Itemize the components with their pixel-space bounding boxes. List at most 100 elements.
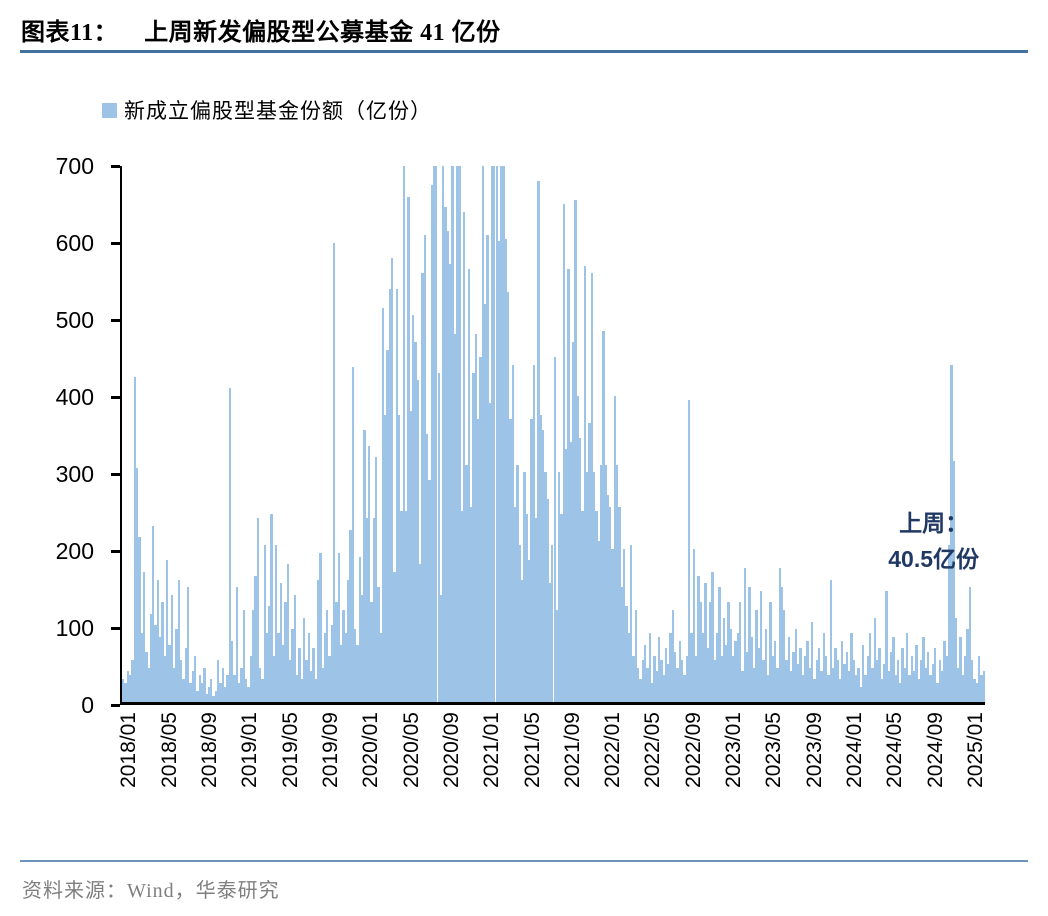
bar	[279, 583, 283, 702]
bar	[850, 633, 853, 702]
bar	[170, 594, 174, 702]
bar	[674, 652, 677, 702]
bar	[300, 679, 303, 702]
bar	[286, 564, 290, 702]
bar	[416, 380, 419, 702]
bar	[657, 636, 661, 702]
bar	[511, 365, 515, 702]
bar	[312, 648, 315, 702]
bar	[917, 679, 921, 702]
legend-swatch-icon	[102, 102, 117, 118]
bar	[602, 330, 605, 702]
bar	[353, 629, 357, 702]
bar	[597, 541, 600, 702]
bar	[771, 656, 774, 702]
bar	[335, 602, 338, 702]
y-axis-label: 300	[55, 461, 94, 487]
bar	[817, 648, 821, 702]
bar	[565, 449, 568, 702]
bar	[527, 560, 531, 702]
bar	[676, 667, 679, 702]
bar	[217, 659, 220, 702]
bar	[567, 269, 570, 702]
bar	[697, 575, 700, 702]
bar	[894, 675, 897, 702]
bar	[548, 583, 552, 702]
bar	[240, 667, 243, 702]
bar	[954, 617, 958, 702]
bar	[892, 636, 895, 702]
bar	[595, 510, 598, 702]
bar	[377, 587, 380, 702]
bar	[938, 659, 941, 702]
bar	[502, 166, 505, 702]
bar	[873, 617, 876, 702]
bar	[309, 671, 313, 702]
bar	[811, 621, 814, 702]
bar	[653, 656, 656, 702]
bar	[864, 675, 867, 702]
bar	[186, 587, 190, 702]
bar	[386, 349, 389, 702]
bar	[708, 602, 712, 702]
bar	[173, 667, 176, 702]
bar	[945, 656, 948, 702]
bar	[650, 682, 654, 702]
x-axis-label: 2023/01	[722, 712, 746, 788]
bar	[231, 640, 234, 702]
bar	[379, 633, 382, 702]
bar	[637, 667, 640, 702]
bar	[456, 166, 459, 702]
footer-divider	[20, 860, 1028, 862]
bar	[785, 659, 788, 702]
bar	[472, 372, 475, 702]
bar	[585, 472, 589, 702]
bar	[469, 506, 473, 702]
bar	[360, 594, 364, 702]
bar	[599, 464, 603, 702]
bar	[618, 506, 621, 702]
bar	[669, 633, 672, 702]
bar	[964, 656, 967, 702]
bar	[671, 610, 675, 702]
bar	[537, 181, 540, 702]
bar	[328, 656, 331, 702]
bar	[198, 675, 201, 702]
bar	[655, 671, 658, 702]
bar	[295, 675, 299, 702]
bar	[541, 430, 545, 702]
bar	[500, 166, 503, 702]
plot-area: 上周： 40.5亿份	[111, 165, 985, 707]
bar	[829, 579, 832, 702]
bar	[690, 633, 693, 702]
y-axis-label: 200	[55, 538, 94, 564]
bar	[425, 434, 429, 702]
bar	[145, 652, 148, 702]
bar	[182, 679, 185, 702]
bar	[289, 659, 292, 702]
bar	[583, 265, 586, 702]
bar	[683, 675, 686, 702]
x-axis-label: 2021/01	[480, 712, 504, 788]
y-axis-label: 0	[81, 692, 94, 718]
x-axis-label: 2019/05	[278, 712, 302, 788]
bar	[553, 357, 556, 702]
bar	[780, 587, 784, 702]
bar	[590, 273, 593, 702]
bar	[776, 667, 779, 702]
bar	[177, 579, 180, 702]
bar	[838, 679, 842, 702]
bar	[681, 659, 684, 702]
bar	[620, 587, 624, 702]
bar	[265, 633, 269, 702]
bar	[971, 659, 974, 702]
bar	[639, 679, 642, 702]
bar	[495, 166, 498, 702]
bar	[333, 242, 336, 702]
bar	[725, 644, 728, 702]
bar	[889, 652, 893, 702]
bar	[880, 679, 883, 702]
bar	[321, 667, 324, 702]
bar	[400, 510, 403, 702]
bar	[258, 667, 262, 702]
